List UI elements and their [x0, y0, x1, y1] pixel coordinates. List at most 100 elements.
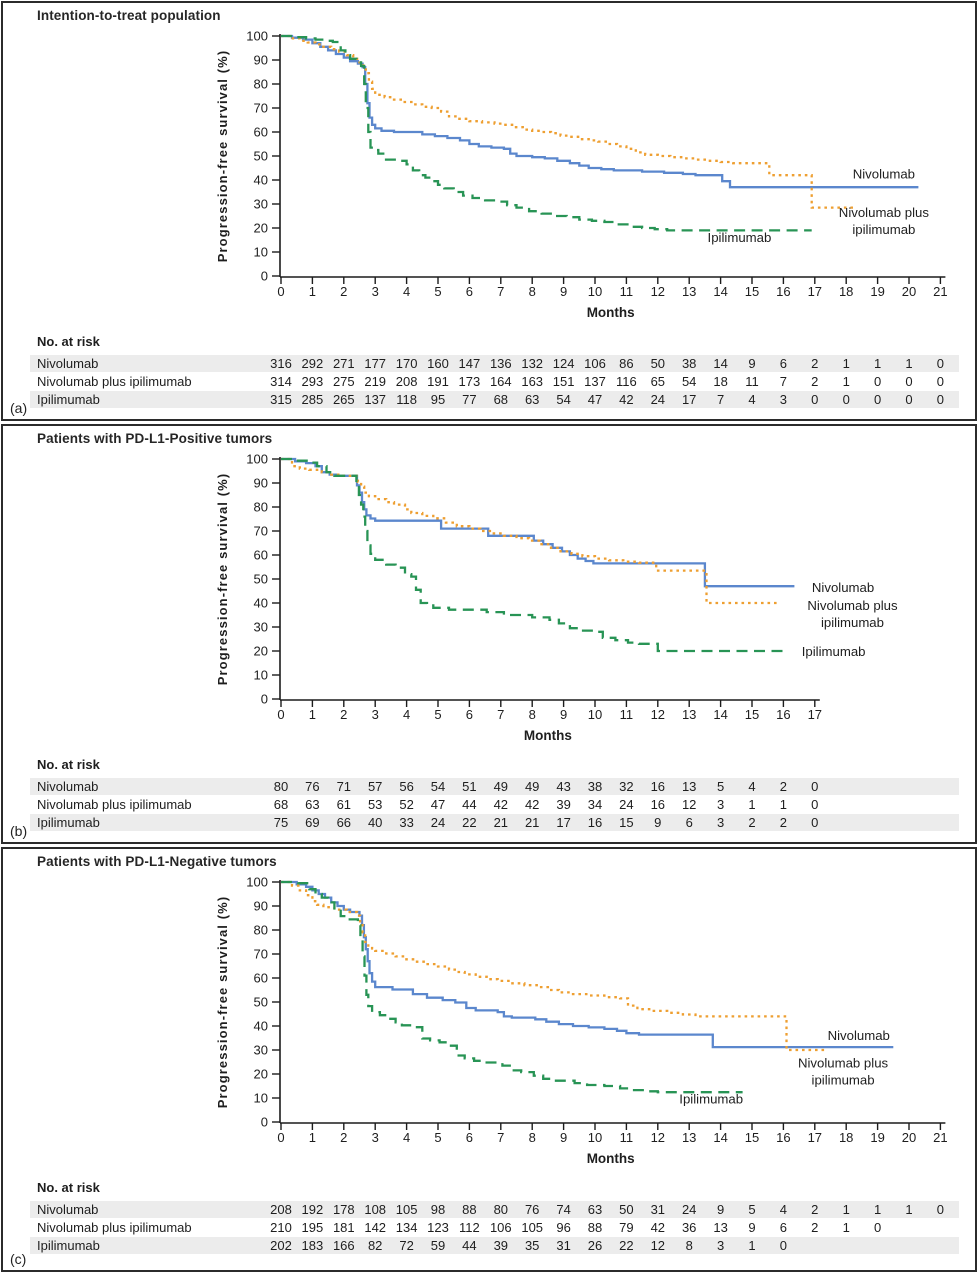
at-risk-value: 164: [490, 374, 512, 389]
y-tick-label: 40: [254, 596, 268, 611]
at-risk-value: 5: [748, 1202, 755, 1217]
curve-label: ipilimumab: [821, 615, 884, 630]
x-tick-label: 2: [340, 707, 347, 722]
at-risk-value: 1: [843, 356, 850, 371]
x-tick-label: 13: [682, 707, 696, 722]
at-risk-value: 61: [337, 797, 351, 812]
at-risk-value: 39: [494, 1238, 508, 1253]
x-tick-label: 9: [560, 284, 567, 299]
series-nivolumab-plus-ipilimumab: [281, 880, 826, 1052]
at-risk-value: 88: [588, 1220, 602, 1235]
at-risk-value: 50: [619, 1202, 633, 1217]
at-risk-value: 134: [396, 1220, 418, 1235]
at-risk-value: 17: [682, 392, 696, 407]
y-tick-label: 20: [254, 1067, 268, 1082]
at-risk-value: 63: [305, 797, 319, 812]
at-risk-value: 1: [748, 1238, 755, 1253]
x-tick-label: 14: [713, 1130, 727, 1145]
x-tick-label: 3: [372, 1130, 379, 1145]
at-risk-value: 0: [843, 392, 850, 407]
at-risk-value: 275: [333, 374, 355, 389]
y-tick-label: 60: [254, 125, 268, 140]
x-tick-label: 5: [434, 284, 441, 299]
series-nivolumab: [281, 34, 919, 189]
at-risk-value: 17: [556, 815, 570, 830]
at-risk-value: 178: [333, 1202, 355, 1217]
at-risk-value: 56: [399, 779, 413, 794]
y-tick-label: 60: [254, 548, 268, 563]
y-tick-label: 10: [254, 245, 268, 260]
x-tick-label: 10: [588, 707, 602, 722]
at-risk-value: 65: [651, 374, 665, 389]
at-risk-value: 49: [494, 779, 508, 794]
at-risk-value: 1: [874, 356, 881, 371]
at-risk-value: 124: [553, 356, 575, 371]
at-risk-value: 106: [490, 1220, 512, 1235]
at-risk-stripes: [30, 778, 959, 831]
y-axis: 0 10 20 30 40 50 60 70 80 90 100: [246, 452, 280, 707]
at-risk-value: 137: [364, 392, 386, 407]
x-tick-label: 6: [466, 707, 473, 722]
at-risk-row-label: Nivolumab: [37, 1202, 98, 1217]
x-tick-label: 16: [776, 284, 790, 299]
y-tick-label: 0: [261, 692, 268, 707]
at-risk-value: 7: [780, 374, 787, 389]
x-tick-label: 14: [713, 284, 727, 299]
at-risk-value: 151: [553, 374, 575, 389]
y-tick-label: 100: [246, 29, 268, 44]
y-tick-label: 70: [254, 947, 268, 962]
at-risk-value: 12: [682, 797, 696, 812]
y-tick-label: 90: [254, 53, 268, 68]
at-risk-value: 68: [274, 797, 288, 812]
x-tick-label: 17: [808, 707, 822, 722]
panel-title: Intention-to-treat population: [37, 8, 221, 23]
at-risk-value: 51: [462, 779, 476, 794]
at-risk-value: 285: [302, 392, 324, 407]
at-risk-value: 80: [494, 1202, 508, 1217]
y-tick-label: 50: [254, 572, 268, 587]
at-risk-value: 118: [396, 392, 417, 407]
x-tick-label: 17: [808, 284, 822, 299]
at-risk-value: 44: [462, 1238, 476, 1253]
at-risk-value: 4: [748, 779, 755, 794]
at-risk-value: 136: [490, 356, 512, 371]
x-tick-label: 15: [745, 1130, 759, 1145]
at-risk-value: 66: [337, 815, 351, 830]
at-risk-value: 16: [588, 815, 602, 830]
at-risk-value: 293: [302, 374, 324, 389]
at-risk-value: 54: [431, 779, 445, 794]
at-risk-value: 44: [462, 797, 476, 812]
x-tick-label: 18: [839, 284, 853, 299]
x-axis: 0 1 2 3 4 5 6 7 8 9 10 11 12 13 14 15 16 17 18 19 20 21: [277, 277, 948, 299]
at-risk-value: 160: [427, 356, 449, 371]
x-tick-label: 11: [620, 1130, 634, 1145]
at-risk-value: 76: [305, 779, 319, 794]
at-risk-value: 57: [368, 779, 382, 794]
curve-label: Ipilimumab: [679, 1092, 743, 1107]
at-risk-value: 71: [337, 779, 351, 794]
at-risk-stripes: [30, 1201, 959, 1254]
y-tick-label: 70: [254, 524, 268, 539]
at-risk-value: 0: [780, 1238, 787, 1253]
x-tick-label: 15: [745, 707, 759, 722]
at-risk-value: 9: [748, 1220, 755, 1235]
at-risk-value: 86: [619, 356, 633, 371]
panel-letter: (c): [10, 1251, 27, 1267]
at-risk-value: 191: [427, 374, 449, 389]
at-risk-value: 0: [811, 392, 818, 407]
at-risk-row-stripe: [30, 778, 959, 795]
at-risk-value: 75: [274, 815, 288, 830]
y-tick-label: 80: [254, 77, 268, 92]
at-risk-value: 36: [682, 1220, 696, 1235]
y-tick-label: 0: [261, 269, 268, 284]
at-risk-value: 219: [364, 374, 386, 389]
at-risk-value: 54: [556, 392, 570, 407]
x-tick-label: 3: [372, 284, 379, 299]
at-risk-value: 6: [780, 1220, 787, 1235]
y-tick-label: 50: [254, 995, 268, 1010]
at-risk-value: 13: [713, 1220, 727, 1235]
at-risk-row-label: Nivolumab: [37, 356, 98, 371]
y-tick-label: 30: [254, 197, 268, 212]
at-risk-row-stripe: [30, 355, 959, 372]
